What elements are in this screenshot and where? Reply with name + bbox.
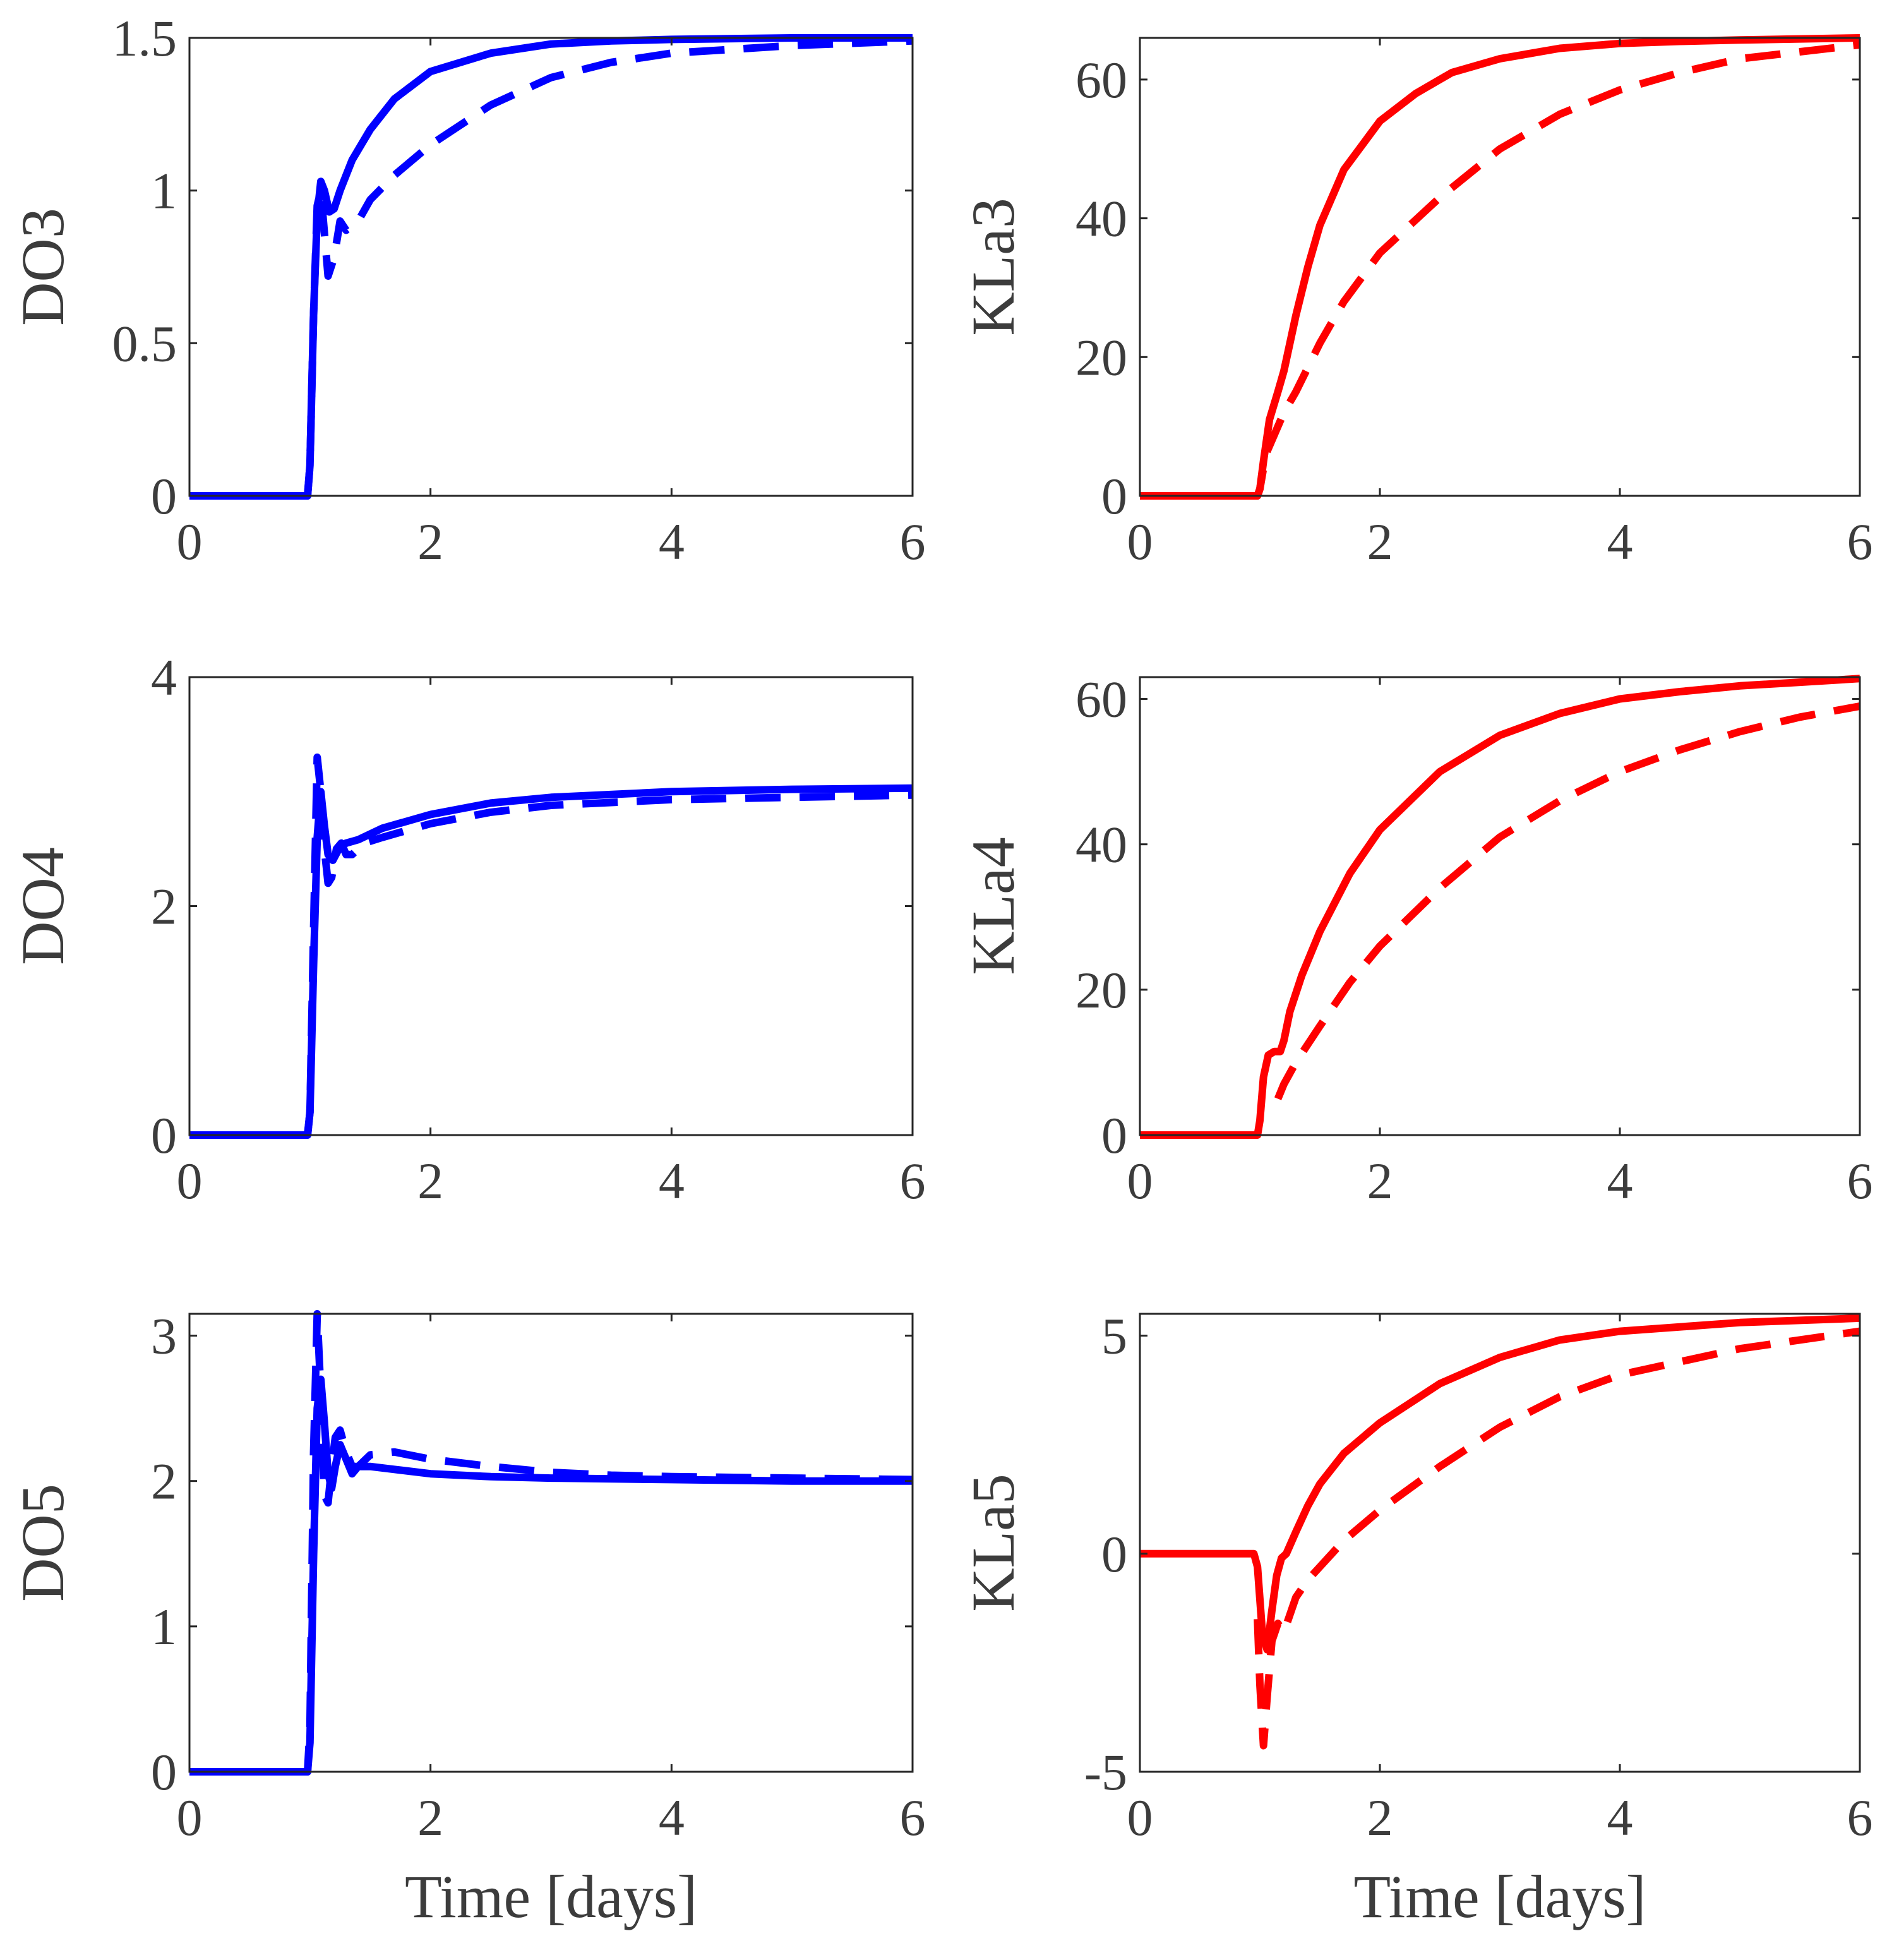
y-tick-label: 20 [1075,328,1127,386]
x-tick-label: 4 [659,1152,685,1210]
x-tick-label: 4 [659,513,685,570]
y-tick-label: 0 [1101,467,1127,525]
x-tick-label: 0 [1127,1789,1153,1846]
do5-dashed-line [189,1310,913,1776]
y-tick-label: 0 [151,1107,177,1164]
y-tick-label: 2 [151,878,177,935]
y-tick-label: 20 [1075,961,1127,1019]
y-axis-label: DO5 [9,1484,76,1602]
y-tick-label: 5 [1101,1308,1127,1365]
axes-frame [188,676,914,1136]
x-axis-label: Time [days] [1353,1863,1646,1930]
x-tick-label: 2 [417,1789,443,1846]
x-tick-label: 4 [1607,1152,1633,1210]
y-tick-label: 4 [151,649,177,706]
kla3-solid-line [1140,34,1860,500]
y-tick-label: 40 [1075,190,1127,248]
do4-dashed-line [189,753,913,1139]
axes-frame [1139,1313,1861,1773]
series-group [1140,1314,1860,1750]
plot-do3: 0 2 4 6 0 0.5 1 1.5 DO3 [9,9,926,570]
x-tick-label: 2 [417,1152,443,1210]
x-tick-label: 2 [1367,1789,1393,1846]
axes-frame [188,1313,914,1773]
kla5-solid-line [1140,1314,1860,1654]
y-tick-label: 0 [1101,1107,1127,1164]
y-axis-label: DO4 [9,847,76,965]
series-group [1140,675,1860,1139]
plot-do4: 0 2 4 6 0 2 4 DO4 [9,649,926,1210]
x-tick-label: 0 [1127,1152,1153,1210]
x-tick-label: 2 [1367,1152,1393,1210]
y-tick-label: 0 [151,1743,177,1801]
series-group [189,1310,913,1776]
y-tick-label: 60 [1075,51,1127,109]
x-tick-label: 4 [659,1789,685,1846]
y-axis-label: KLa4 [959,837,1027,975]
y-tick-label: 1.5 [112,9,177,67]
y-tick-label: 3 [151,1308,177,1365]
x-tick-label: 4 [1607,1789,1633,1846]
y-tick-label: 1 [151,162,177,220]
series-group [1140,34,1860,500]
kla4-solid-line [1140,675,1860,1139]
y-tick-label: 0 [151,467,177,525]
x-tick-label: 2 [1367,513,1393,570]
axes-frame [188,37,914,497]
x-tick-label: 6 [900,1789,926,1846]
x-tick-label: 0 [177,1152,203,1210]
x-tick-label: 2 [417,513,443,570]
x-tick-label: 0 [1127,513,1153,570]
x-axis-label: Time [days] [405,1863,697,1930]
y-axis-label: DO3 [9,208,76,326]
x-tick-label: 4 [1607,513,1633,570]
y-tick-label: 1 [151,1598,177,1656]
x-tick-label: 6 [1847,513,1873,570]
x-tick-label: 6 [1847,1789,1873,1846]
x-tick-label: 0 [177,513,203,570]
x-tick-label: 0 [177,1789,203,1846]
kla4-dashed-line [1274,702,1860,1100]
y-tick-label: -5 [1084,1743,1127,1801]
y-tick-label: 40 [1075,816,1127,874]
do3-solid-line [189,34,913,500]
series-group [189,34,913,500]
y-tick-label: 0 [1101,1525,1127,1583]
y-tick-label: 60 [1075,671,1127,728]
do4-solid-line [189,784,913,1139]
kla5-dashed-line [1254,1327,1860,1750]
axes-frame [1139,676,1861,1136]
y-tick-label: 2 [151,1453,177,1510]
x-tick-label: 6 [900,513,926,570]
y-axis-label: KLa5 [959,1474,1027,1612]
axes-frame [1139,37,1861,497]
y-axis-label: KLa3 [959,198,1027,336]
do5-solid-line [189,1375,913,1776]
y-tick-label: 0.5 [112,315,177,372]
kla3-dashed-line [1140,41,1860,500]
x-tick-label: 6 [1847,1152,1873,1210]
plot-do5: 0 2 4 6 0 1 2 3 DO5 Time [days] [9,1308,926,1930]
x-tick-label: 6 [900,1152,926,1210]
series-group [189,753,913,1139]
do3-dashed-line [189,37,913,500]
